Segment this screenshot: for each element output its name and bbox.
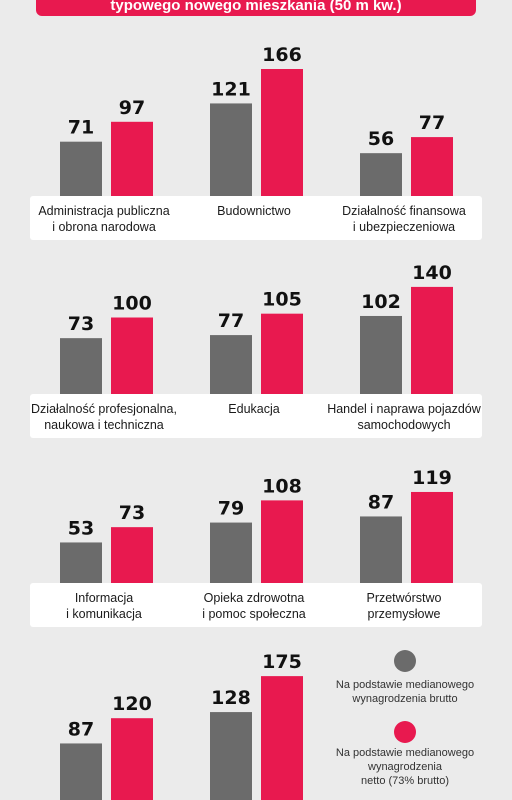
bar-netto-3: [111, 317, 153, 394]
bar-brutto-10: [210, 712, 252, 800]
bar-netto-0: [111, 121, 153, 196]
chart-title-banner: typowego nowego mieszkania (50 m kw.): [36, 0, 476, 16]
value-label-netto-5: 140: [412, 262, 452, 284]
chart-title: typowego nowego mieszkania (50 m kw.): [110, 0, 402, 14]
bar-brutto-7: [210, 522, 252, 583]
bar-brutto-8: [360, 516, 402, 583]
bar-netto-6: [111, 527, 153, 583]
category-label-2: Działalność finansowa i ubezpieczeniowa: [342, 204, 466, 234]
bar-brutto-5: [360, 315, 402, 394]
legend-brutto-swatch: [394, 650, 416, 672]
value-label-brutto-9: 87: [68, 718, 94, 740]
bar-netto-9: [111, 718, 153, 800]
legend-brutto-label: Na podstawie medianowego wynagrodzenia b…: [335, 679, 475, 705]
category-label-1: Budownictwo: [217, 204, 291, 218]
category-label-7: Opieka zdrowotna i pomoc społeczna: [202, 591, 306, 621]
category-label-4: Edukacja: [228, 402, 280, 416]
category-label-3: Działalność profesjonalna, naukowa i tec…: [31, 402, 177, 432]
category-label-5: Handel i naprawa pojazdów samochodowych: [327, 402, 481, 432]
bar-netto-7: [261, 500, 303, 583]
value-label-netto-1: 166: [262, 44, 302, 66]
value-label-brutto-5: 102: [361, 291, 401, 313]
bar-netto-5: [411, 286, 453, 394]
bar-netto-10: [261, 676, 303, 800]
bar-netto-4: [261, 313, 303, 394]
category-label-6: Informacja i komunikacja: [66, 591, 142, 621]
value-label-brutto-10: 128: [211, 687, 251, 709]
legend-netto-swatch: [394, 721, 416, 743]
value-label-netto-7: 108: [262, 475, 302, 497]
value-label-netto-9: 120: [112, 693, 152, 715]
bar-brutto-0: [60, 141, 102, 196]
value-label-brutto-1: 121: [211, 78, 251, 100]
value-label-netto-10: 175: [262, 651, 302, 673]
label-band-row-3: [30, 583, 482, 627]
value-label-brutto-8: 87: [368, 491, 394, 513]
value-label-netto-2: 77: [419, 112, 445, 134]
value-label-brutto-4: 77: [218, 310, 244, 332]
value-label-netto-8: 119: [412, 467, 452, 489]
category-label-8: Przetwórstwo przemysłowe: [366, 591, 442, 621]
value-label-brutto-3: 73: [68, 313, 94, 335]
category-label-0: Administracja publiczna i obrona narodow…: [38, 204, 170, 234]
bar-brutto-1: [210, 103, 252, 196]
bar-netto-1: [261, 69, 303, 196]
value-label-brutto-6: 53: [68, 517, 94, 539]
value-label-brutto-2: 56: [368, 128, 394, 150]
value-label-brutto-0: 71: [68, 117, 94, 139]
bar-brutto-2: [360, 153, 402, 196]
label-band-row-1: [30, 196, 482, 240]
value-label-netto-4: 105: [262, 289, 302, 311]
label-band-row-2: [30, 394, 482, 438]
bar-brutto-9: [60, 743, 102, 800]
value-label-netto-0: 97: [119, 97, 145, 119]
value-label-netto-6: 73: [119, 502, 145, 524]
bar-brutto-4: [210, 335, 252, 394]
bar-brutto-3: [60, 338, 102, 394]
bar-netto-2: [411, 137, 453, 196]
value-label-netto-3: 100: [112, 293, 152, 315]
value-label-brutto-7: 79: [218, 498, 244, 520]
bar-netto-8: [411, 491, 453, 583]
bar-brutto-6: [60, 542, 102, 583]
legend-netto-label: Na podstawie medianowego wynagrodzenia n…: [335, 747, 475, 787]
